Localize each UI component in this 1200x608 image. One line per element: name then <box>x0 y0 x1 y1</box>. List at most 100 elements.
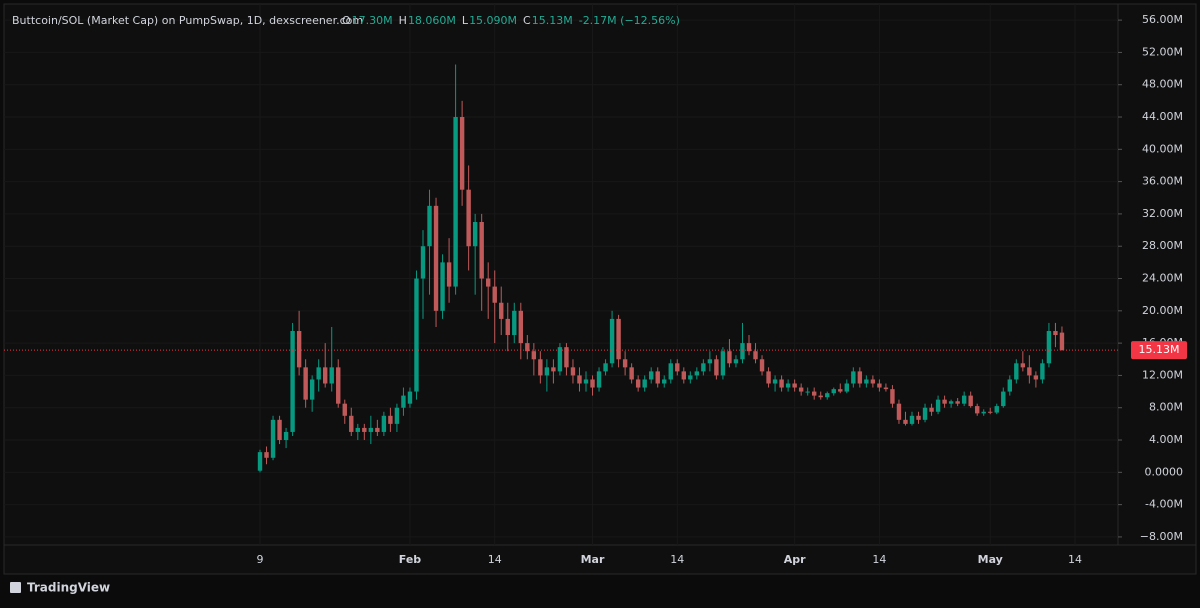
candle-body <box>459 117 465 190</box>
candle-body <box>681 371 686 380</box>
candle-body <box>499 302 504 319</box>
candle-body <box>779 379 784 388</box>
candle-body <box>394 407 400 424</box>
y-tick-label: 20.00M <box>1142 304 1183 317</box>
candle-body <box>838 389 843 392</box>
x-tick-label: Mar <box>581 553 605 566</box>
candle-body <box>981 411 986 414</box>
watermark: TradingView <box>10 581 110 595</box>
ohlc-label: C <box>523 14 531 27</box>
candle-body <box>798 387 804 392</box>
candle-body <box>1007 379 1012 392</box>
y-tick-label: 44.00M <box>1142 110 1183 123</box>
candle-body <box>557 347 563 372</box>
candle-body <box>349 415 354 432</box>
x-tick-label: Apr <box>784 553 806 566</box>
candle-body <box>668 363 673 380</box>
candle-body <box>649 371 654 380</box>
candle-body <box>942 399 947 404</box>
candle-body <box>1046 331 1052 364</box>
candle-body <box>994 406 999 413</box>
candle-body <box>883 387 889 390</box>
candle-body <box>270 419 276 458</box>
candle-body <box>342 403 347 416</box>
y-tick-label: 48.00M <box>1142 78 1183 91</box>
candle-body <box>909 415 915 424</box>
candle-body <box>564 347 569 368</box>
candle-body <box>922 407 928 420</box>
y-tick-label: 56.00M <box>1142 13 1183 26</box>
candle-body <box>805 391 810 393</box>
tradingview-logo <box>10 582 21 593</box>
y-tick-label: 40.00M <box>1142 142 1183 155</box>
candle-body <box>844 383 849 392</box>
ohlc-value: 15.13M <box>532 14 573 27</box>
candle-body <box>596 371 602 388</box>
ohlc-label: L <box>462 14 469 27</box>
x-tick-label: 14 <box>488 553 502 566</box>
candle-body <box>479 221 484 279</box>
y-tick-label: 4.00M <box>1149 433 1183 446</box>
candle-body <box>961 395 967 404</box>
y-tick-label: 32.00M <box>1142 207 1183 220</box>
candle-body <box>583 379 589 384</box>
candle-body <box>655 371 660 384</box>
candle-body <box>662 379 667 384</box>
candle-body <box>323 367 328 384</box>
candle-body <box>694 371 700 376</box>
candle-body <box>512 310 517 336</box>
candle-body <box>1053 331 1058 336</box>
candle-body <box>707 359 713 364</box>
candle-body <box>825 393 830 398</box>
candle-body <box>635 379 641 388</box>
watermark-text: TradingView <box>27 581 110 595</box>
chart-title: Buttcoin/SOL (Market Cap) on PumpSwap, 1… <box>12 14 363 27</box>
candle-body <box>316 367 321 380</box>
candle-body <box>857 371 863 384</box>
y-tick-label: 12.00M <box>1142 368 1183 381</box>
candle-body <box>290 331 295 432</box>
candle-body <box>362 427 367 432</box>
candle-body <box>1033 375 1039 380</box>
candle-body <box>336 367 341 404</box>
candle-body <box>518 310 523 344</box>
candle-body <box>414 278 419 392</box>
candle-body <box>309 379 315 400</box>
header: Buttcoin/SOL (Market Cap) on PumpSwap, 1… <box>12 14 680 27</box>
candle-body <box>720 351 726 376</box>
candles <box>4 64 1118 473</box>
candle-body <box>603 363 608 372</box>
candle-body <box>407 391 413 404</box>
x-tick-label: 14 <box>872 553 886 566</box>
ohlc-label: O <box>342 14 351 27</box>
candle-body <box>890 389 895 404</box>
y-tick-label: 8.00M <box>1149 401 1183 414</box>
chart-frame <box>3 3 1197 575</box>
y-tick-label: 52.00M <box>1142 45 1183 58</box>
y-tick-label: 24.00M <box>1142 272 1183 285</box>
candle-body <box>492 286 497 303</box>
candle-body <box>466 189 471 247</box>
candle-body <box>433 205 439 311</box>
candle-body <box>740 343 745 360</box>
candle-body <box>427 205 432 247</box>
y-tick-label: 0.0000 <box>1145 465 1184 478</box>
x-tick-label: Feb <box>399 553 422 566</box>
candle-body <box>505 318 510 336</box>
y-tick-label: 36.00M <box>1142 175 1183 188</box>
candle-body <box>329 367 334 384</box>
candle-body <box>570 367 576 376</box>
candle-body <box>870 379 876 384</box>
candle-body <box>531 351 537 360</box>
candle-body <box>1027 367 1032 376</box>
candle-body <box>525 343 530 352</box>
candle-body <box>577 375 582 384</box>
candle-body <box>864 379 869 384</box>
candle-body <box>818 395 823 398</box>
candle-body <box>401 395 406 408</box>
candle-body <box>701 363 706 372</box>
candle-body <box>975 406 980 414</box>
last-price-label: 15.13M <box>1139 343 1180 356</box>
candle-body <box>440 262 445 311</box>
